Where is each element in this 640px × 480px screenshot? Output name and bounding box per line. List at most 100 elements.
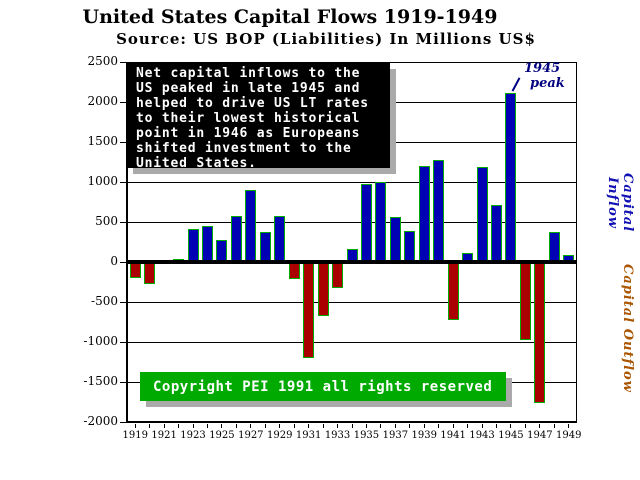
gridline-500 [128, 221, 576, 223]
x-tick-1931 [308, 424, 310, 428]
x-axis-label-1921: 1921 [151, 430, 177, 441]
x-tick-1940 [438, 424, 440, 428]
y-axis-line [126, 62, 128, 423]
bar-1947 [534, 262, 546, 403]
gridline-1000 [128, 181, 576, 183]
bar-1926 [230, 216, 242, 262]
y-tick--1000 [120, 341, 127, 343]
x-axis-label-1935: 1935 [353, 430, 380, 441]
y-tick-2500 [120, 61, 127, 63]
bar-1927 [245, 190, 257, 262]
x-axis-label-1925: 1925 [209, 430, 235, 441]
peak-annotation-year: 1945 [524, 61, 561, 76]
x-tick-1927 [250, 424, 252, 428]
y-axis-label--1000: -1000 [83, 334, 118, 348]
x-tick-1939 [423, 424, 425, 428]
x-tick-1922 [178, 424, 180, 428]
x-tick-1942 [467, 424, 469, 428]
x-tick-1949 [568, 424, 570, 428]
y-tick-0 [120, 261, 127, 263]
y-tick-1000 [120, 181, 127, 183]
y-tick-500 [120, 221, 127, 223]
x-axis-label-1923: 1923 [180, 430, 206, 441]
x-axis-label-1919: 1919 [122, 430, 148, 441]
copyright-text: Copyright PEI 1991 all rights reserved [153, 378, 493, 395]
x-axis-label-1933: 1933 [324, 430, 351, 441]
plot-right-frame [576, 62, 577, 423]
gridline-2500 [128, 61, 576, 63]
bar-1945 [505, 93, 517, 262]
x-axis-label-1927: 1927 [238, 430, 264, 441]
x-tick-1928 [264, 424, 266, 428]
bar-1935 [360, 183, 372, 262]
x-tick-1944 [496, 424, 498, 428]
x-tick-1933 [337, 424, 339, 428]
x-axis-label-1947: 1947 [527, 430, 553, 441]
x-axis-label-1929: 1929 [267, 430, 293, 441]
bar-1941 [447, 262, 459, 320]
x-tick-1932 [322, 424, 324, 428]
y-tick--500 [120, 301, 127, 303]
y-axis-label--2000: -2000 [83, 414, 118, 428]
bar-1933 [332, 262, 344, 288]
x-tick-1925 [221, 424, 223, 428]
bar-1936 [375, 182, 387, 262]
annotation-box: Net capital inflows to the US peaked in … [127, 63, 390, 171]
x-tick-1948 [553, 424, 555, 428]
x-tick-1946 [524, 424, 526, 428]
x-axis-label-1931: 1931 [295, 430, 322, 441]
bar-1943 [476, 166, 488, 262]
copyright-box: Copyright PEI 1991 all rights reserved [140, 372, 506, 401]
bar-1940 [433, 159, 445, 262]
bar-1929 [274, 215, 286, 262]
x-tick-1920 [149, 424, 151, 428]
y-axis-label-0: 0 [110, 254, 118, 268]
right-axis-label-capital-outflow: Capital Outflow [620, 263, 635, 393]
x-tick-1947 [539, 424, 541, 428]
bar-1931 [303, 262, 315, 358]
bar-1948 [548, 232, 560, 262]
annotation-text: Net capital inflows to the US peaked in … [136, 66, 369, 171]
chart-subtitle: Source: US BOP (Liabilities) In Millions… [116, 30, 536, 48]
x-tick-1936 [380, 424, 382, 428]
y-axis-label-1000: 1000 [87, 174, 118, 188]
gridline--2000 [128, 421, 576, 423]
peak-annotation-word: peak [530, 76, 565, 91]
y-axis-label-500: 500 [95, 214, 118, 228]
x-tick-1924 [206, 424, 208, 428]
bar-1937 [389, 217, 401, 262]
bar-1939 [418, 166, 430, 262]
y-tick--1500 [120, 381, 127, 383]
right-axis-label-capital-inflow: Capital Inflow [605, 173, 635, 233]
gridline--1000 [128, 341, 576, 343]
x-tick-1926 [235, 424, 237, 428]
bar-1930 [288, 262, 300, 279]
peak-annotation: 1945 peak [524, 61, 565, 91]
x-tick-1919 [134, 424, 136, 428]
zero-line [128, 260, 576, 264]
x-tick-1945 [510, 424, 512, 428]
bar-1944 [491, 205, 503, 262]
x-axis-label-1939: 1939 [411, 430, 437, 441]
x-tick-1941 [452, 424, 454, 428]
y-tick--2000 [120, 421, 127, 423]
x-tick-1935 [365, 424, 367, 428]
x-tick-1938 [409, 424, 411, 428]
y-axis-label-2500: 2500 [87, 54, 118, 68]
bar-1923 [187, 229, 199, 262]
x-axis-label-1945: 1945 [498, 430, 524, 441]
bar-1932 [317, 262, 329, 317]
y-axis-label--1500: -1500 [83, 374, 118, 388]
y-axis-label-1500: 1500 [87, 134, 118, 148]
gridline--500 [128, 301, 576, 303]
x-tick-1943 [481, 424, 483, 428]
x-tick-1923 [192, 424, 194, 428]
x-tick-1934 [351, 424, 353, 428]
y-tick-2000 [120, 101, 127, 103]
bar-1946 [519, 262, 531, 340]
x-tick-1930 [293, 424, 295, 428]
bar-1925 [216, 240, 228, 262]
y-tick-1500 [120, 141, 127, 143]
